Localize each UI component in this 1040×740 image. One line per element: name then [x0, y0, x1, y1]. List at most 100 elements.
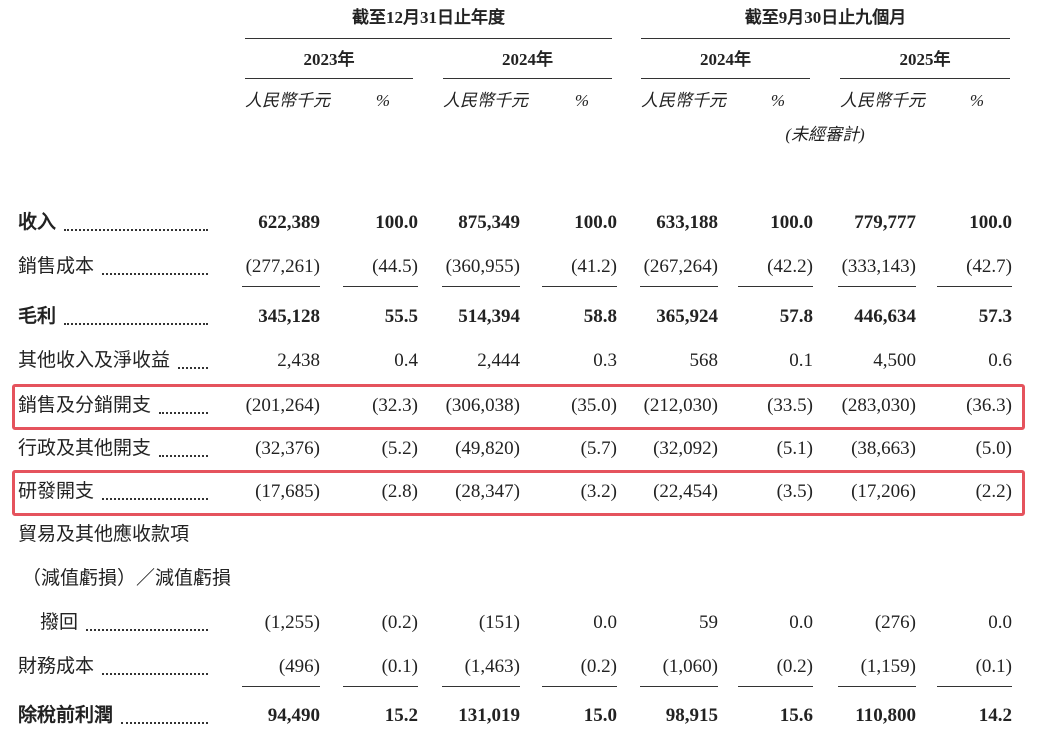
cell-value: (1,060)	[662, 656, 718, 677]
cell-value: (1,463)	[464, 656, 520, 677]
cell-value: 100.0	[969, 212, 1012, 233]
cell-value: (277,261)	[245, 256, 320, 277]
row-label: 毛利	[18, 306, 57, 327]
row-label: 其他收入及淨收益	[18, 350, 171, 371]
cell-value: (5.0)	[975, 438, 1012, 459]
cell-value: (33.5)	[767, 395, 813, 416]
underline	[442, 686, 520, 687]
cell-value: 0.1	[789, 350, 813, 371]
underline	[838, 286, 916, 287]
cell-value: (32,092)	[653, 438, 718, 459]
cell-value: 345,128	[258, 306, 320, 327]
cell-value: (38,663)	[851, 438, 916, 459]
group-rule	[641, 38, 1010, 39]
cell-value: (22,454)	[653, 481, 718, 502]
cell-value: (41.2)	[571, 256, 617, 277]
cell-value: (1,159)	[860, 656, 916, 677]
cell-value: (42.7)	[966, 256, 1012, 277]
group-title: 截至9月30日止九個月	[744, 8, 907, 27]
year-rule	[245, 78, 413, 79]
row-label: 撥回	[40, 612, 79, 633]
cell-value: 131,019	[458, 705, 520, 726]
cell-value: (2.2)	[975, 481, 1012, 502]
underline	[242, 286, 320, 287]
cell-value: (32,376)	[255, 438, 320, 459]
underline	[640, 286, 718, 287]
underline	[542, 686, 617, 687]
underline	[442, 286, 520, 287]
cell-value: 57.3	[978, 306, 1012, 327]
row-label: 銷售及分銷開支	[18, 395, 152, 416]
highlight-box	[12, 384, 1025, 430]
unit-label: 人民幣千元	[443, 91, 528, 110]
group-rule	[245, 38, 612, 39]
cell-value: (3.2)	[580, 481, 617, 502]
row-label: 銷售成本	[18, 256, 95, 277]
row-label: 行政及其他開支	[18, 438, 152, 459]
cell-value: 2,438	[277, 350, 320, 371]
highlight-box	[12, 470, 1025, 516]
underline	[640, 686, 718, 687]
cell-value: (0.1)	[975, 656, 1012, 677]
underline	[937, 686, 1012, 687]
cell-value: 57.8	[779, 306, 813, 327]
cell-value: 110,800	[855, 705, 916, 726]
cell-value: (0.2)	[381, 612, 418, 633]
cell-value: (306,038)	[445, 395, 520, 416]
year-label: 2024年	[502, 50, 553, 69]
underline	[738, 686, 813, 687]
leader	[102, 673, 208, 675]
cell-value: (5.7)	[580, 438, 617, 459]
group-title: 截至12月31日止年度	[352, 8, 505, 27]
underline	[242, 686, 320, 687]
row-label: 收入	[18, 212, 57, 233]
cell-value: (3.5)	[776, 481, 813, 502]
underline	[343, 686, 418, 687]
row-label: 財務成本	[18, 656, 95, 677]
cell-value: (0.2)	[580, 656, 617, 677]
cell-value: 0.4	[394, 350, 418, 371]
cell-value: 0.0	[988, 612, 1012, 633]
leader	[64, 229, 208, 231]
underline	[937, 286, 1012, 287]
cell-value: (28,347)	[455, 481, 520, 502]
note: (未經審計)	[785, 125, 865, 144]
cell-value: 2,444	[477, 350, 520, 371]
row-label: 研發開支	[18, 481, 95, 502]
cell-value: (360,955)	[445, 256, 520, 277]
cell-value: (212,030)	[643, 395, 718, 416]
leader	[86, 629, 208, 631]
cell-value: 568	[689, 350, 719, 371]
underline	[838, 686, 916, 687]
cell-value: 365,924	[656, 306, 718, 327]
cell-value: 15.0	[583, 705, 617, 726]
cell-value: 15.6	[779, 705, 813, 726]
unit-label: %	[770, 91, 786, 110]
cell-value: 622,389	[258, 212, 320, 233]
cell-value: 0.6	[988, 350, 1012, 371]
unit-label: 人民幣千元	[641, 91, 726, 110]
cell-value: 875,349	[458, 212, 520, 233]
leader	[159, 455, 208, 457]
cell-value: 58.8	[583, 306, 617, 327]
row-label: 除稅前利潤	[18, 705, 114, 726]
cell-value: 0.3	[593, 350, 617, 371]
cell-value: (267,264)	[643, 256, 718, 277]
cell-value: 94,490	[267, 705, 320, 726]
cell-value: 100.0	[574, 212, 617, 233]
year-label: 2024年	[700, 50, 751, 69]
cell-value: 779,777	[854, 212, 916, 233]
cell-value: 633,188	[656, 212, 718, 233]
cell-value: (32.3)	[372, 395, 418, 416]
cell-value: 446,634	[854, 306, 916, 327]
cell-value: 55.5	[384, 306, 418, 327]
cell-value: (333,143)	[841, 256, 916, 277]
unit-label: 人民幣千元	[840, 91, 925, 110]
leader	[102, 498, 208, 500]
leader	[159, 412, 208, 414]
cell-value: (49,820)	[455, 438, 520, 459]
cell-value: (5.1)	[776, 438, 813, 459]
underline	[738, 286, 813, 287]
leader	[64, 323, 208, 325]
